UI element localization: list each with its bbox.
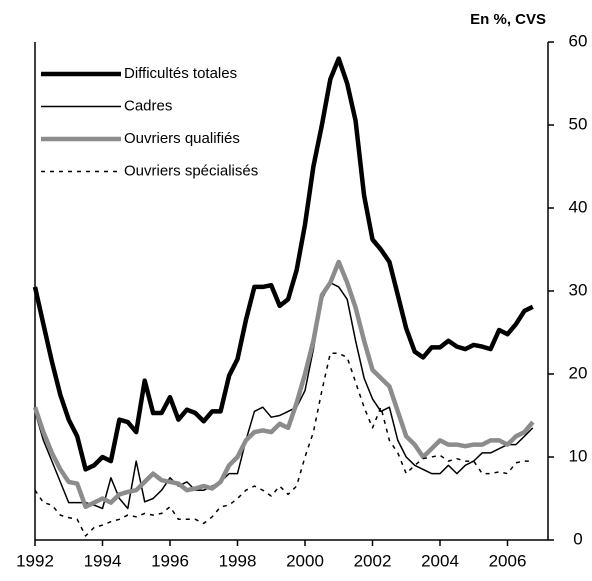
x-tick-label: 2000: [286, 551, 324, 570]
x-tick-label: 2006: [489, 551, 527, 570]
unit-label: En %, CVS: [470, 11, 546, 28]
y-tick-label: 30: [569, 280, 588, 299]
y-tick-label: 40: [569, 197, 588, 216]
x-tick-label: 1996: [151, 551, 189, 570]
legend-label: Cadres: [124, 97, 172, 114]
x-tick-label: 1994: [84, 551, 122, 570]
legend-label: Difficultés totales: [124, 65, 237, 82]
y-tick-label: 20: [569, 363, 588, 382]
y-tick-label: 10: [569, 446, 588, 465]
x-tick-label: 2004: [421, 551, 459, 570]
series-line: [34, 352, 533, 537]
y-tick-label: 50: [569, 114, 588, 133]
x-tick-label: 2002: [354, 551, 392, 570]
series-line: [32, 259, 535, 510]
legend-label: Ouvriers qualifiés: [124, 130, 240, 147]
x-tick-label: 1992: [16, 551, 54, 570]
x-tick-label: 1998: [219, 551, 257, 570]
series-line: [34, 281, 534, 510]
y-tick-label: 0: [573, 529, 582, 548]
legend-label: Ouvriers spécialisés: [124, 162, 258, 179]
y-tick-label: 60: [569, 31, 588, 50]
series-line: [32, 56, 534, 472]
